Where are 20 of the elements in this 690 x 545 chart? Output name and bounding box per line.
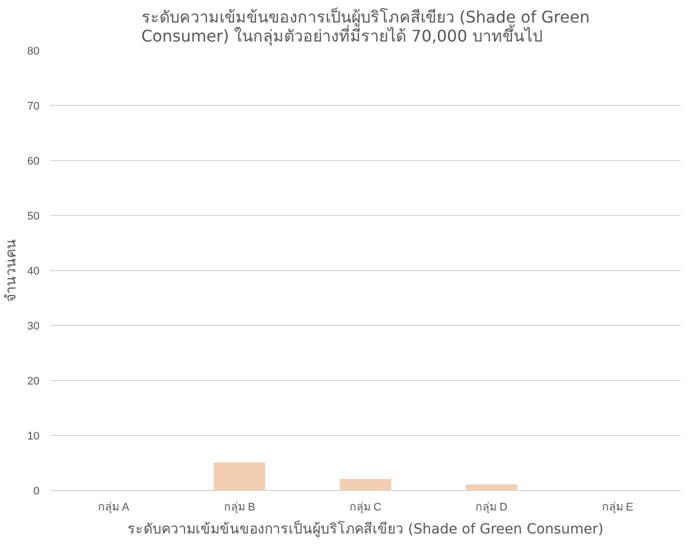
y-tick-label: 30: [27, 320, 40, 332]
y-tick-label: 80: [27, 46, 40, 58]
y-tick-label: 50: [27, 210, 40, 222]
y-tick-label: 10: [27, 430, 40, 442]
x-axis-title: ระดับความเข้มข้นของการเป็นผู้บริโภคสีเขียว (Shade of Green Consumer): [128, 520, 604, 538]
x-tick-label: กลุ่ม A: [98, 502, 130, 514]
bar: [466, 484, 518, 490]
y-tick-label: 40: [27, 266, 40, 278]
x-tick-label: กลุ่ม E: [602, 502, 634, 514]
bar: [214, 462, 266, 490]
y-axis-title: จำนวนคน: [3, 239, 20, 302]
y-tick-label: 70: [27, 100, 40, 112]
chart-title: ระดับความเข้มข้นของการเป็นผู้บริโภคสีเขียว (Shade of Green Consumer) ในกลุ่มตัวอย่างที่มีรายได้ 70,000 บาทขึ้นไป: [141, 6, 590, 46]
x-tick-label: กลุ่ม B: [224, 502, 256, 514]
bar: [340, 479, 392, 490]
y-tick-label: 0: [33, 486, 40, 498]
y-tick-label: 60: [27, 156, 40, 168]
x-tick-label: กลุ่ม C: [350, 502, 382, 514]
y-tick-label: 20: [27, 376, 40, 388]
x-tick-label: กลุ่ม D: [476, 502, 508, 514]
